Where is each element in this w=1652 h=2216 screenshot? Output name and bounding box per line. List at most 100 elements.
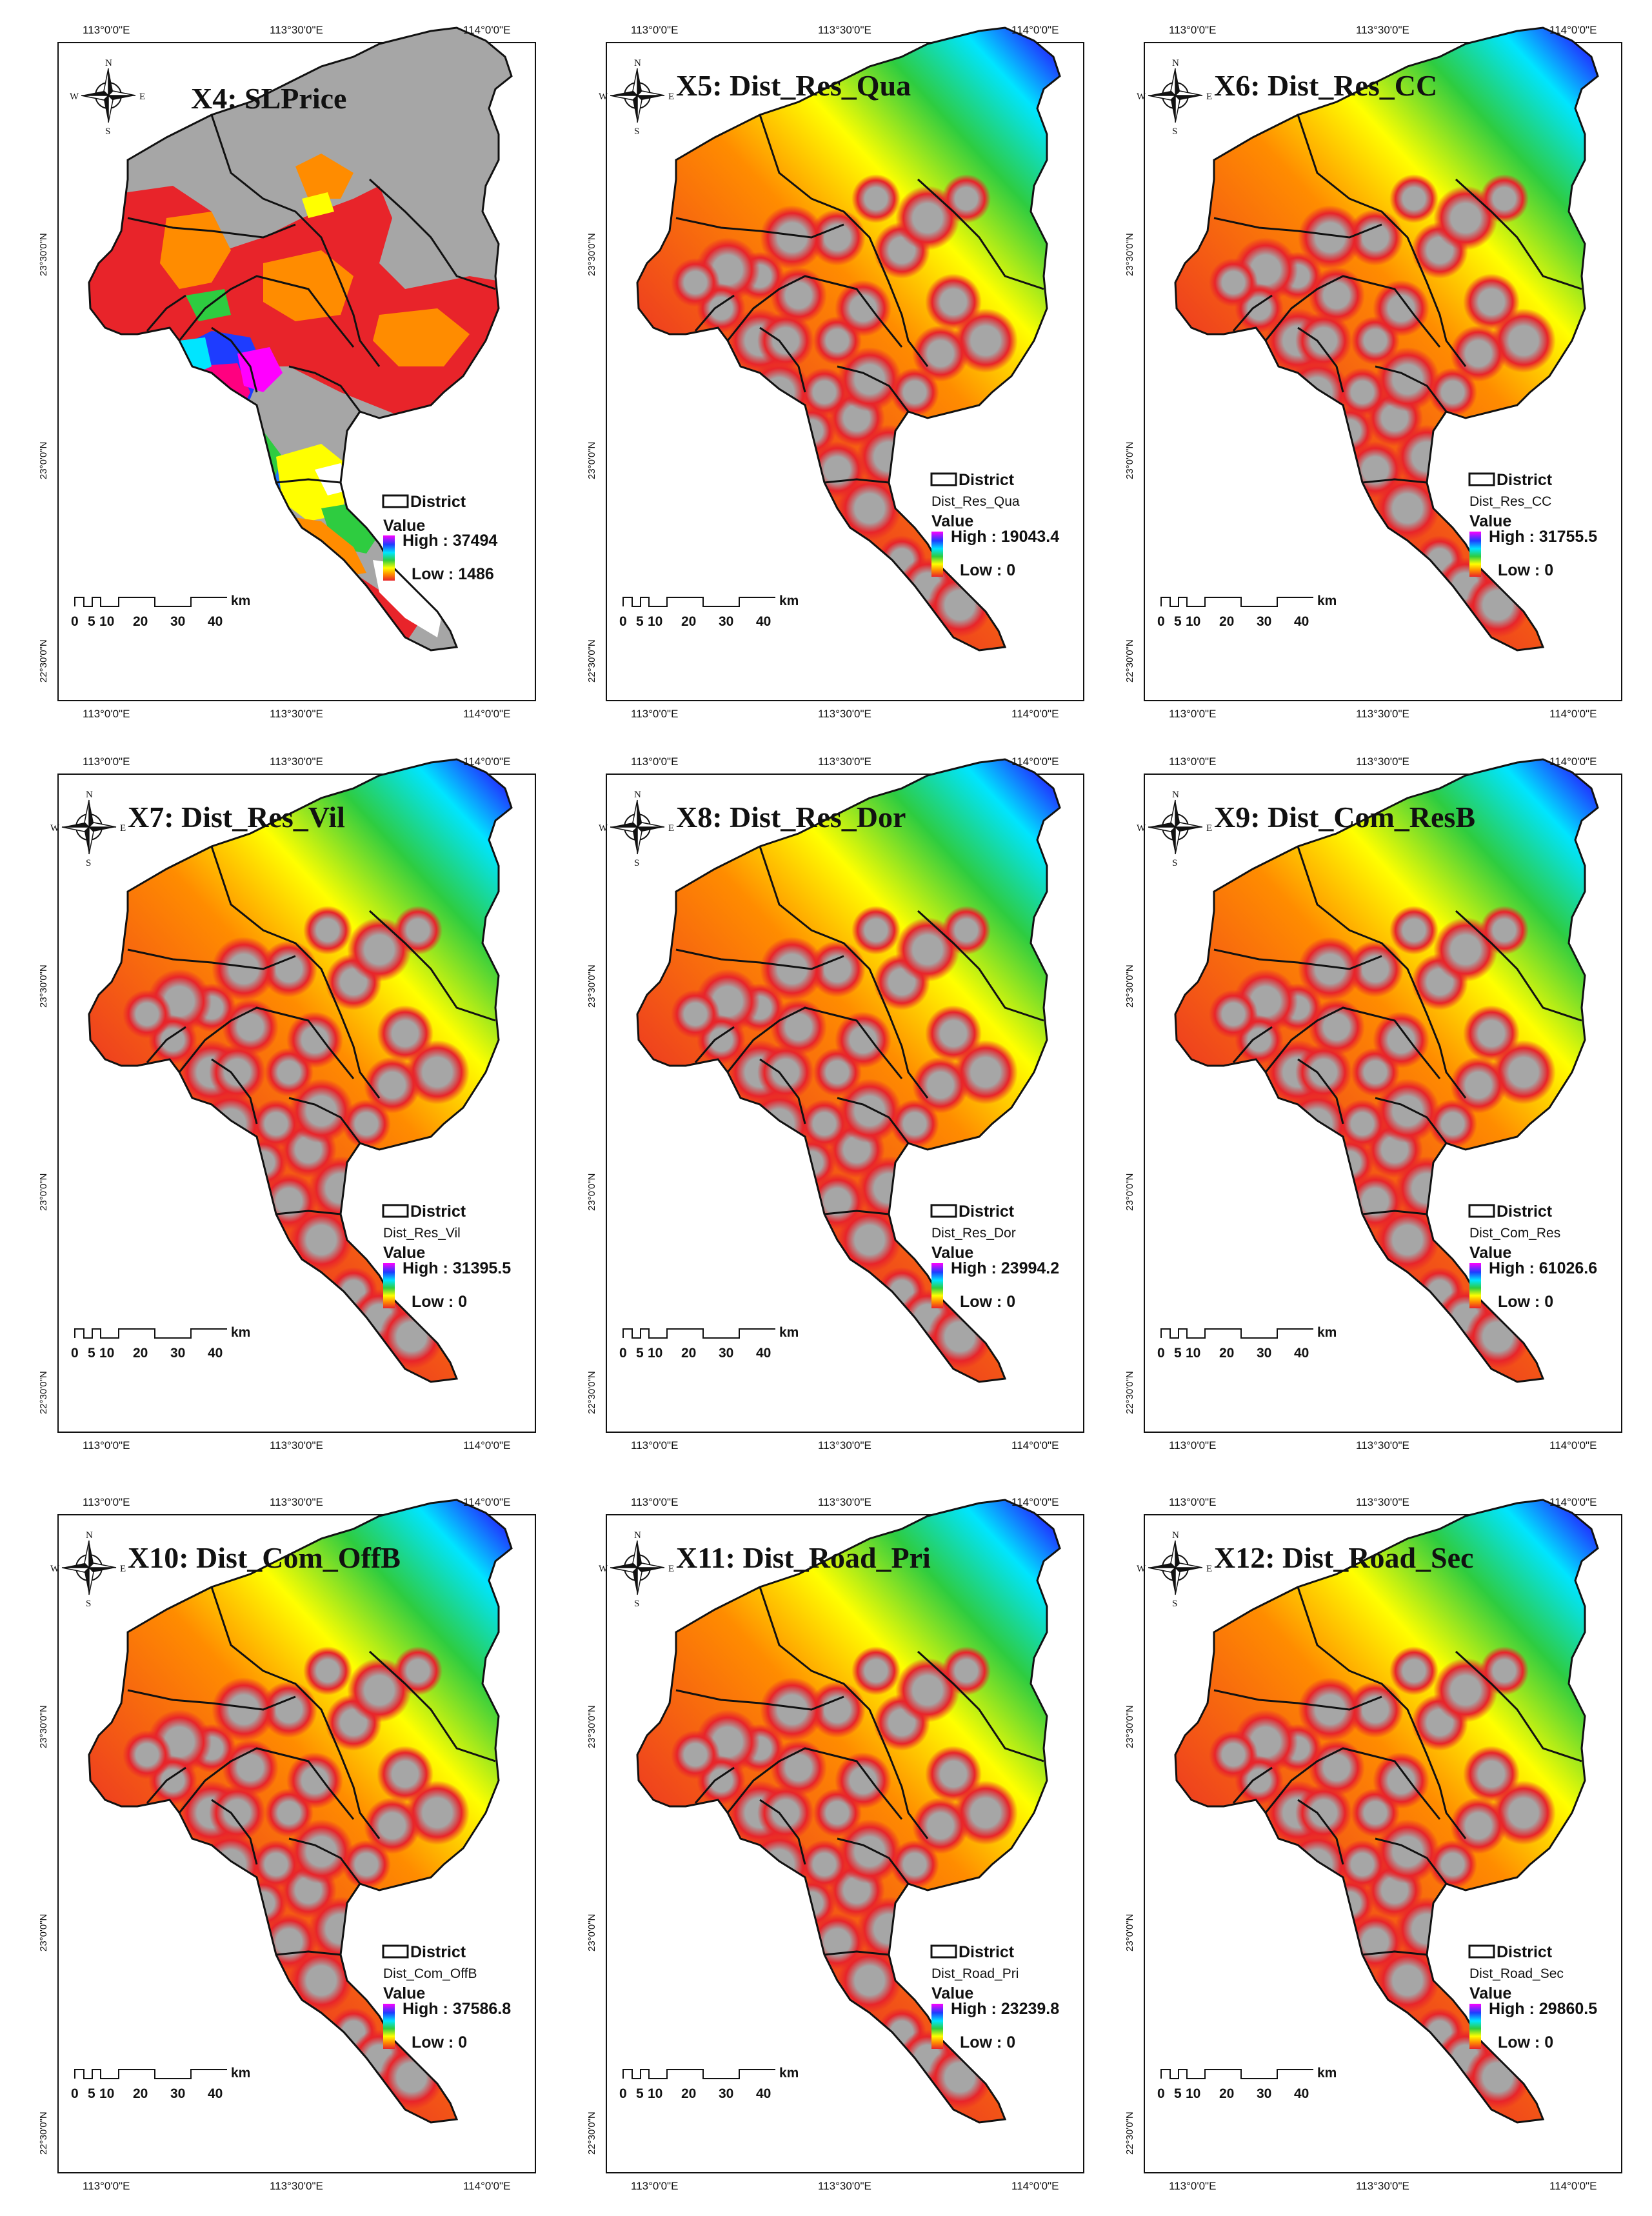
legend-district-label: District (1497, 1203, 1553, 1221)
svg-text:S: S (86, 858, 91, 868)
distance-hotspot (1491, 1781, 1556, 1845)
svg-text:E: E (1206, 823, 1212, 833)
svg-text:E: E (1206, 1564, 1212, 1574)
scale-unit: km (1317, 594, 1337, 608)
lat-label: 22°30'0"N (586, 639, 597, 683)
scale-tick-label: 10 (1186, 1346, 1200, 1361)
legend-value-label: Value (931, 1244, 973, 1262)
svg-text:S: S (634, 858, 639, 868)
legend-low: Low : 0 (1498, 2033, 1553, 2051)
scale-tick-label: 40 (1294, 1346, 1309, 1361)
scale-tick-label: 20 (681, 614, 696, 629)
legend-layer-name: Dist_Road_Pri (931, 1966, 1019, 1981)
lat-label: 22°30'0"N (586, 1371, 597, 1414)
distance-hotspot (1375, 1079, 1440, 1143)
lon-label-bottom: 114°0'0"E (463, 1439, 510, 1452)
distance-hotspot (851, 174, 901, 223)
scale-tick-label: 5 (1174, 614, 1182, 629)
distance-hotspot (770, 999, 827, 1055)
lon-label-bottom: 113°0'0"E (631, 708, 678, 720)
svg-text:S: S (1172, 1599, 1177, 1609)
distance-hotspot (1491, 1040, 1556, 1104)
legend-layer-name: Dist_Com_OffB (383, 1966, 477, 1981)
lat-label-right: 22°30'0"N (1093, 2155, 1095, 2193)
distance-hotspot (405, 1040, 470, 1104)
panel-title: X10: Dist_Com_OffB (128, 1541, 401, 1574)
distance-hotspot (837, 1948, 902, 2013)
distance-hotspot (1450, 1797, 1507, 1854)
distance-hotspot (222, 999, 279, 1055)
svg-text:W: W (599, 1564, 608, 1574)
distance-hotspot (1338, 1840, 1387, 1889)
distance-hotspot (800, 1840, 849, 1889)
distance-hotspot (209, 1784, 266, 1841)
legend-layer-name: Dist_Res_Vil (383, 1226, 461, 1241)
distance-hotspot (261, 941, 317, 997)
distance-hotspot (953, 1040, 1018, 1104)
lon-label: 113°30'0"E (1356, 24, 1409, 36)
distance-hotspot (1308, 1739, 1365, 1796)
map-panel-x11: 113°0'0"E 113°0'0"E 113°30'0"E 113°30'0"E 11… (566, 1477, 1104, 2198)
scale-tick-label: 10 (648, 1346, 662, 1361)
north-arrow-icon: N S W E (50, 1530, 126, 1609)
lon-label-bottom: 114°0'0"E (1549, 708, 1597, 720)
legend-low: Low : 0 (1498, 1293, 1553, 1311)
legend-color-ramp (931, 1263, 943, 1308)
scale-tick-label: 30 (719, 614, 733, 629)
lat-label-top: 23°30'0"N (38, 233, 49, 276)
lon-label: 113°30'0"E (818, 24, 871, 36)
scale-tick-label: 40 (208, 2086, 223, 2101)
legend-layer-name: Dist_Road_Sec (1469, 1966, 1564, 1981)
scale-tick-label: 10 (99, 2086, 114, 2101)
scale-tick-label: 20 (1219, 1346, 1234, 1361)
scale-unit: km (779, 594, 799, 608)
scale-tick-label: 40 (756, 2086, 771, 2101)
lat-label-right: 22°30'0"N (544, 2155, 547, 2193)
north-arrow-icon: N S W E (1137, 1530, 1212, 1609)
lon-label-bottom: 113°30'0"E (270, 2180, 323, 2192)
distance-hotspot (809, 209, 866, 266)
legend: District Value High : 37494 Low : 1486 (382, 493, 497, 583)
legend-low: Low : 0 (412, 2033, 467, 2051)
distance-hotspot (289, 1079, 353, 1143)
distance-hotspot (942, 906, 991, 955)
distance-hotspot (209, 1044, 266, 1101)
scale-tick-label: 30 (719, 1346, 733, 1361)
distance-hotspot (837, 1079, 902, 1143)
legend-low: Low : 0 (960, 1293, 1015, 1311)
distance-hotspot (1209, 258, 1258, 307)
lat-label-bottom-right: 22°30'0"N (544, 683, 547, 721)
distance-hotspot (760, 937, 824, 1001)
svg-text:40: 40 (208, 614, 223, 629)
lat-label: 23°30'0"N (1124, 1705, 1135, 1748)
district-legend-swatch (382, 1204, 409, 1218)
legend-color-ramp (931, 2004, 943, 2049)
lon-label-bottom: 113°30'0"E (1356, 708, 1409, 720)
svg-text:W: W (70, 92, 79, 102)
lat-label-right: 22°30'0"N (1631, 2155, 1633, 2193)
distance-hotspot (1389, 174, 1438, 223)
lon-label-bottom: 113°0'0"E (631, 1439, 678, 1452)
lon-label-bottom: 114°0'0"E (1549, 1439, 1597, 1452)
svg-text:E: E (668, 92, 674, 102)
distance-hotspot (671, 258, 720, 307)
scale-tick-label: 10 (1186, 2086, 1200, 2101)
scale-unit: km (779, 2066, 799, 2081)
lat-label: 23°30'0"N (586, 233, 597, 276)
lat-label-right: 23°30'0"N (1093, 276, 1095, 319)
lat-label-right: 23°30'0"N (1093, 1748, 1095, 1792)
distance-hotspot (837, 1819, 902, 1884)
distance-hotspot (953, 1781, 1018, 1845)
panel-title: X9: Dist_Com_ResB (1214, 801, 1475, 833)
distance-hotspot (942, 1646, 991, 1695)
svg-text:W: W (50, 1564, 60, 1574)
legend-district-label: District (410, 1943, 466, 1961)
svg-text:20: 20 (133, 614, 148, 629)
distance-hotspot (1375, 1948, 1440, 2013)
lon-label-bottom: 113°30'0"E (1356, 2180, 1409, 2192)
lon-label: 113°0'0"E (1169, 24, 1216, 36)
scale-tick-label: 5 (1174, 1346, 1182, 1361)
scale-tick-label: 5 (88, 2086, 95, 2101)
lat-label: 23°0'0"N (1124, 442, 1135, 479)
